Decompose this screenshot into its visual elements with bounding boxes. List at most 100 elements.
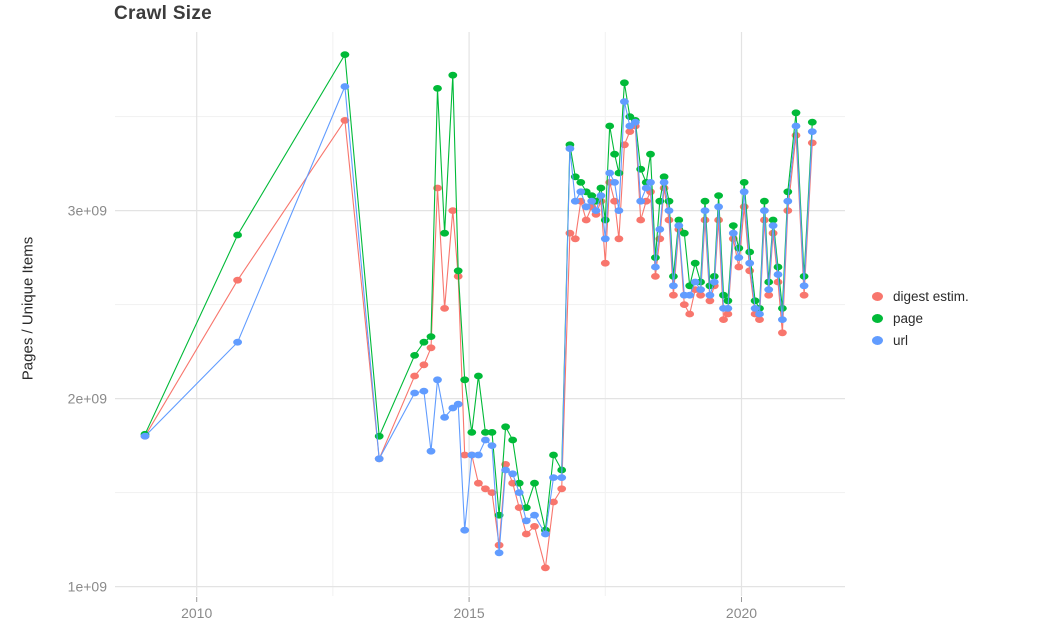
- data-point-page: [549, 451, 558, 459]
- data-point-url: [723, 305, 733, 312]
- data-point-digest: [340, 117, 350, 124]
- data-point-page: [679, 229, 689, 237]
- data-point-digest: [719, 316, 728, 323]
- data-point-url: [460, 526, 470, 534]
- data-point-page: [410, 352, 419, 359]
- data-point-url: [685, 291, 695, 299]
- data-point-digest: [474, 479, 483, 487]
- data-point-url: [659, 179, 669, 186]
- data-point-digest: [807, 139, 817, 147]
- data-point-digest: [685, 310, 695, 318]
- data-point-page: [768, 216, 778, 224]
- data-point-url: [773, 271, 783, 278]
- data-point-page: [750, 297, 760, 305]
- url-series-marker-icon: [872, 335, 883, 345]
- data-point-url: [508, 470, 518, 478]
- data-point-page: [521, 504, 531, 511]
- data-point-digest: [541, 564, 550, 572]
- data-point-url: [576, 188, 586, 196]
- data-point-page: [508, 436, 518, 444]
- data-point-digest: [440, 305, 449, 312]
- data-point-digest: [620, 141, 629, 149]
- data-point-url: [541, 530, 550, 538]
- data-point-url: [760, 207, 769, 215]
- data-point-url: [514, 489, 524, 496]
- data-point-digest: [669, 291, 678, 299]
- data-point-url: [494, 549, 504, 557]
- data-point-page: [596, 184, 606, 192]
- data-point-digest: [745, 267, 755, 275]
- data-point-url: [734, 254, 744, 261]
- legend-label-digest: digest estim.: [893, 288, 969, 304]
- y-axis-tick-label: 1e+09: [68, 579, 108, 595]
- data-point-page: [576, 179, 586, 186]
- x-axis-tick-label: 2015: [454, 605, 485, 621]
- data-point-page: [646, 150, 655, 158]
- page-series-marker-icon: [872, 313, 883, 323]
- data-point-url: [728, 229, 738, 237]
- data-point-url: [745, 259, 755, 267]
- data-point-page: [233, 231, 243, 239]
- data-point-digest: [521, 530, 531, 538]
- data-point-url: [768, 222, 778, 230]
- data-point-digest: [714, 216, 723, 224]
- data-point-page: [587, 192, 597, 200]
- data-point-url: [570, 197, 580, 205]
- data-point-page: [453, 267, 463, 275]
- data-point-url: [453, 400, 463, 408]
- data-point-url: [764, 286, 774, 293]
- data-point-digest: [581, 216, 591, 224]
- data-point-url: [610, 179, 619, 186]
- data-point-url: [778, 316, 787, 323]
- data-point-url: [651, 263, 660, 271]
- data-point-page: [614, 169, 624, 177]
- data-point-url: [374, 455, 384, 463]
- data-point-url: [636, 197, 646, 205]
- data-point-digest: [460, 451, 470, 459]
- data-point-page: [440, 229, 449, 237]
- data-point-digest: [481, 485, 490, 493]
- y-axis-tick-label: 2e+09: [68, 391, 108, 407]
- data-point-url: [664, 207, 674, 215]
- data-point-digest: [233, 276, 243, 284]
- legend-item-url: url: [872, 329, 969, 351]
- data-point-url: [596, 192, 606, 200]
- data-point-digest: [530, 523, 539, 530]
- data-point-url: [674, 222, 684, 230]
- data-point-page: [773, 263, 783, 271]
- data-point-url: [620, 98, 629, 105]
- data-point-digest: [636, 216, 646, 224]
- data-point-digest: [410, 372, 419, 380]
- data-point-url: [467, 451, 477, 459]
- data-point-page: [760, 197, 769, 205]
- data-point-url: [419, 387, 429, 395]
- data-point-digest: [764, 291, 774, 299]
- data-point-url: [690, 278, 700, 286]
- data-point-url: [807, 128, 817, 136]
- digest-series-marker-icon: [872, 291, 883, 301]
- data-point-digest: [419, 361, 429, 369]
- data-point-url: [641, 184, 651, 192]
- data-point-page: [374, 432, 384, 440]
- data-point-digest: [799, 291, 809, 299]
- data-point-digest: [696, 291, 705, 299]
- data-point-url: [614, 207, 624, 215]
- data-point-page: [783, 188, 793, 196]
- data-point-page: [636, 165, 646, 173]
- data-point-url: [750, 305, 760, 312]
- data-point-page: [620, 79, 629, 87]
- data-point-page: [530, 479, 539, 487]
- data-point-digest: [600, 259, 610, 267]
- data-point-digest: [514, 504, 524, 511]
- data-point-page: [700, 197, 710, 205]
- data-point-page: [467, 429, 477, 436]
- data-point-digest: [570, 235, 580, 243]
- data-point-url: [646, 179, 655, 186]
- data-point-url: [521, 517, 531, 525]
- data-point-url: [655, 226, 665, 233]
- data-point-url: [581, 203, 591, 211]
- data-point-digest: [565, 229, 575, 237]
- data-point-url: [739, 188, 749, 196]
- data-point-url: [587, 197, 597, 205]
- data-point-url: [696, 286, 705, 293]
